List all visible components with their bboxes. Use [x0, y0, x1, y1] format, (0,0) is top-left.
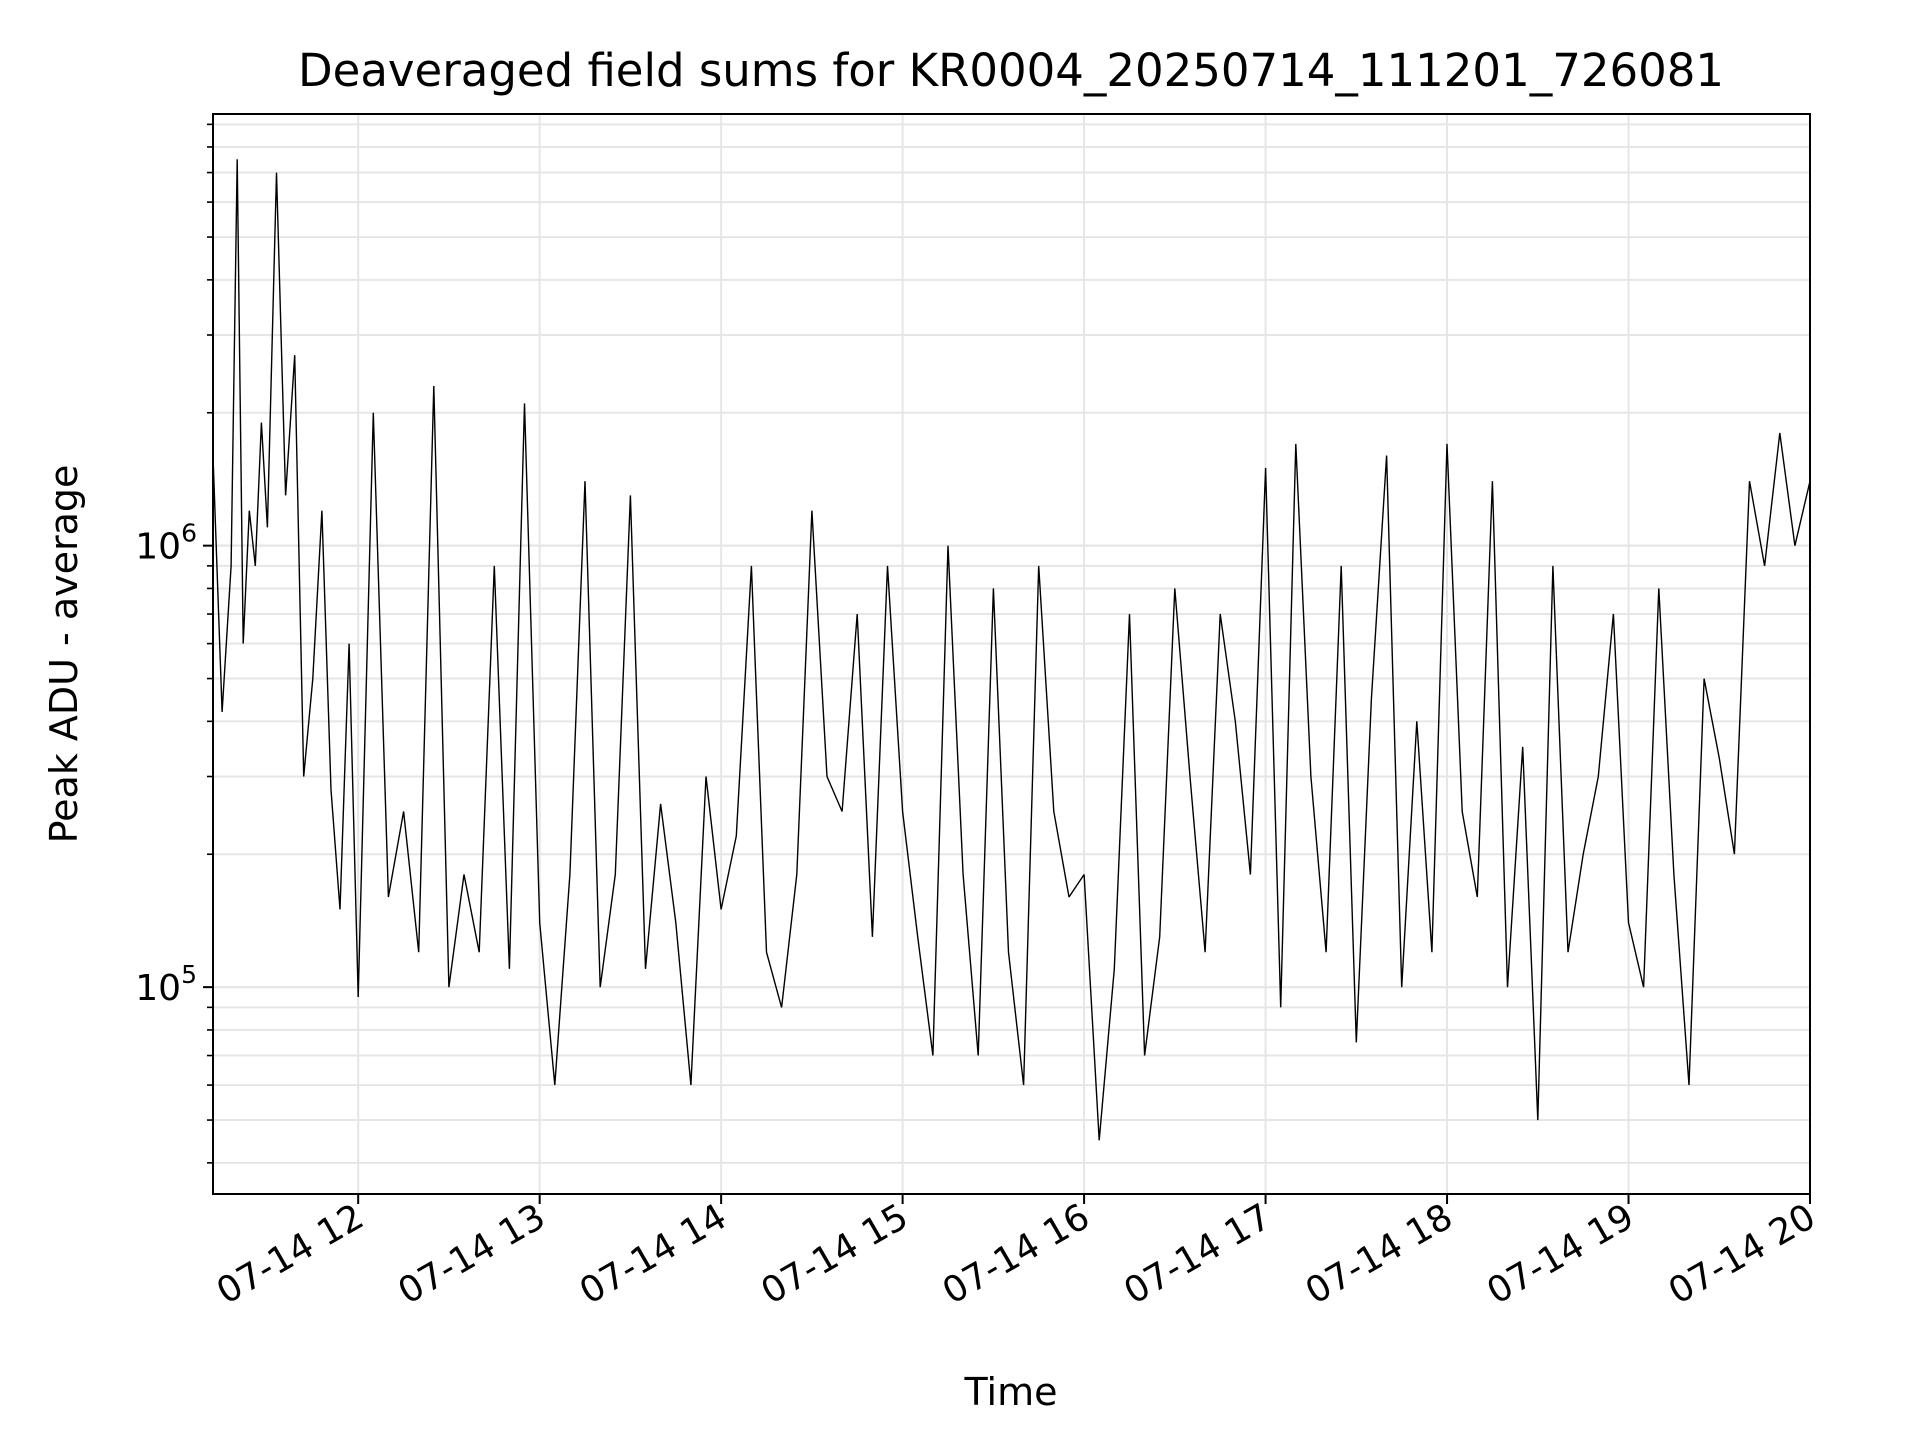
x-tick-label: 07-14 13 — [391, 1196, 552, 1312]
x-axis-label: Time — [964, 1370, 1058, 1414]
x-tick-label: 07-14 20 — [1662, 1196, 1823, 1312]
plot-area — [212, 159, 1811, 1141]
grid-lines — [213, 114, 1811, 1194]
chart-title: Deaveraged field sums for KR0004_2025071… — [298, 44, 1724, 97]
x-tick-label: 07-14 18 — [1299, 1196, 1460, 1312]
series-line — [212, 159, 1811, 1141]
x-tick-label: 07-14 15 — [754, 1196, 915, 1312]
x-tick-label: 07-14 14 — [573, 1196, 734, 1312]
y-axis-label: Peak ADU - average — [42, 465, 86, 844]
axes-frame — [212, 113, 1811, 1195]
y-tick-label: 106 — [135, 519, 197, 568]
x-tick-label: 07-14 17 — [1117, 1196, 1278, 1312]
y-tick-label: 105 — [135, 960, 197, 1009]
x-tick-label: 07-14 16 — [936, 1196, 1097, 1312]
x-axis-ticks: 07-14 12 07-14 13 07-14 14 07-14 15 07-14 16… — [210, 1194, 1823, 1313]
y-axis-ticks: 105 106 — [135, 123, 213, 1164]
x-tick-label: 07-14 19 — [1480, 1196, 1641, 1312]
x-tick-label: 07-14 12 — [210, 1196, 371, 1312]
